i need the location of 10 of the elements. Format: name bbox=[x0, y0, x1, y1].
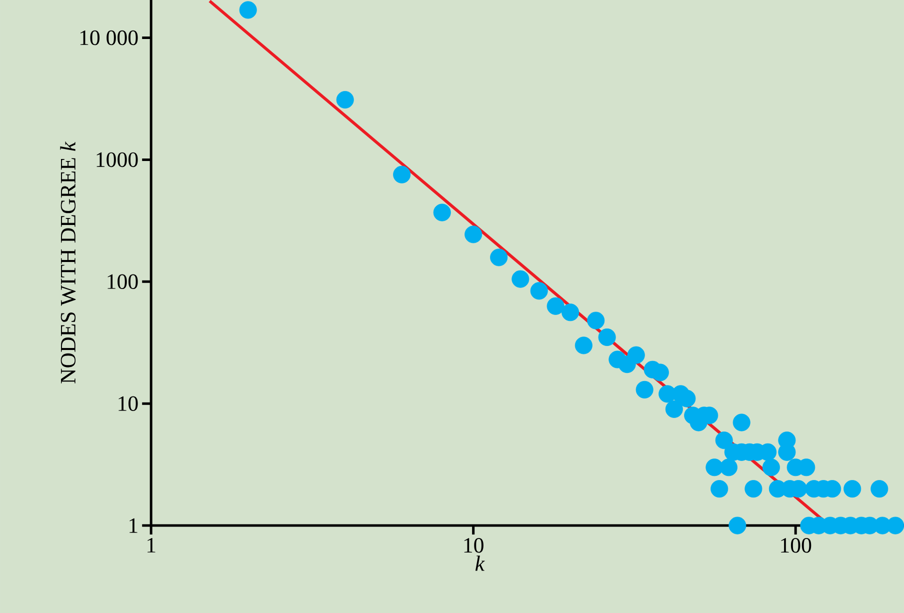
y-tick-label: 10 bbox=[118, 396, 138, 411]
y-tick-label: 1 bbox=[130, 518, 138, 533]
x-axis-title: k bbox=[475, 555, 485, 571]
y-axis-title: NODES WITH DEGREE k bbox=[60, 141, 76, 384]
x-tick-label: 1 bbox=[148, 538, 156, 552]
x-tick-label: 100 bbox=[781, 538, 812, 553]
y-tick-label: 100 bbox=[108, 274, 138, 289]
y-tick-label: 10 000 bbox=[80, 30, 138, 45]
x-tick-label: 10 bbox=[464, 538, 484, 553]
y-tick-label: 1000 bbox=[96, 152, 138, 167]
